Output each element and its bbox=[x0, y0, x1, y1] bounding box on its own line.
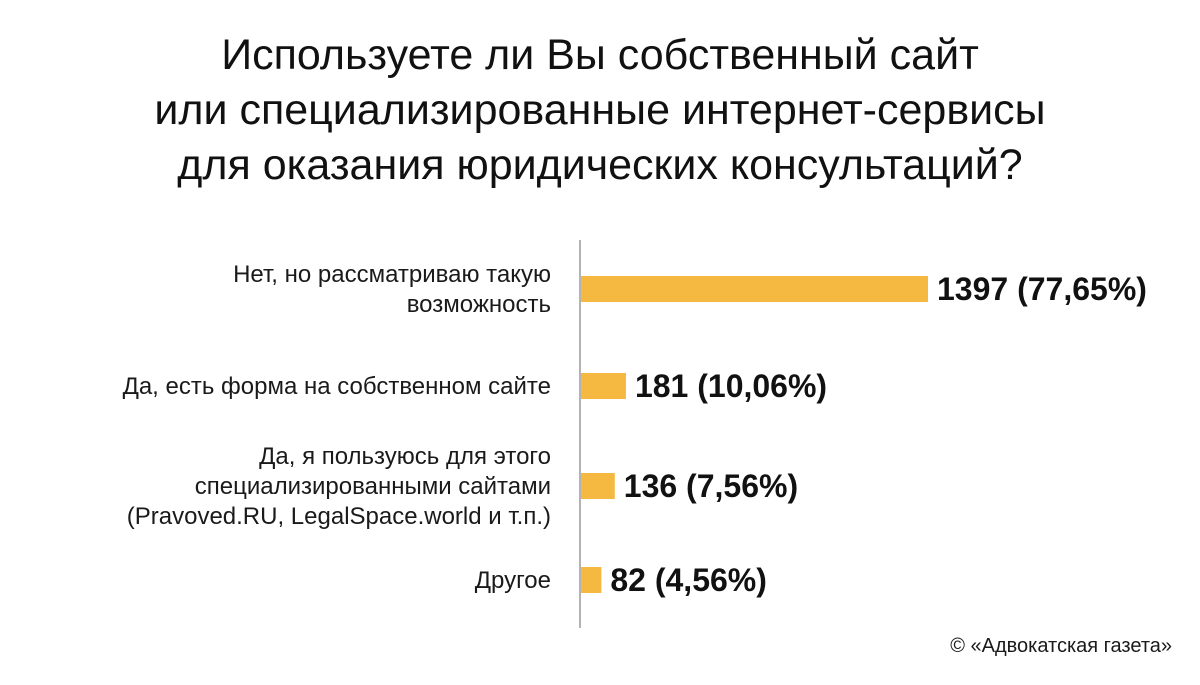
category-label-3: Да, я пользуюсь для этого специализирован… bbox=[127, 443, 551, 530]
bars-group bbox=[581, 276, 928, 593]
category-label-3-line-3: (Pravoved.RU, LegalSpace.world и т.п.) bbox=[127, 503, 551, 530]
chart-title-line-2: или специализированные интернет-сервисы bbox=[154, 86, 1046, 134]
value-label-4: 82 (4,56%) bbox=[610, 562, 767, 598]
value-label-2: 181 (10,06%) bbox=[635, 368, 827, 404]
bar-3 bbox=[581, 473, 615, 499]
category-label-1-line-2: возможность bbox=[407, 291, 551, 318]
category-label-4: Другое bbox=[475, 567, 551, 594]
bar-4 bbox=[581, 567, 602, 593]
bar-1 bbox=[581, 276, 928, 302]
chart-title-line-3: для оказания юридических консультаций? bbox=[177, 141, 1023, 189]
category-label-1: Нет, но рассматриваю такую возможность bbox=[233, 261, 551, 318]
bar-2 bbox=[581, 373, 626, 399]
category-label-1-line-1: Нет, но рассматриваю такую bbox=[233, 261, 551, 288]
value-label-3: 136 (7,56%) bbox=[624, 468, 798, 504]
category-label-3-line-2: специализированными сайтами bbox=[195, 473, 551, 500]
value-labels-group: 1397 (77,65%) 181 (10,06%) 136 (7,56%) 82 (… bbox=[610, 271, 1147, 598]
category-label-4-line-1: Другое bbox=[475, 567, 551, 594]
source-credit: © «Адвокатская газета» bbox=[950, 635, 1172, 657]
category-label-2-line-1: Да, есть форма на собственном сайте bbox=[123, 373, 551, 400]
chart-title: Используете ли Вы собственный сайт или с… bbox=[0, 28, 1200, 193]
category-label-3-line-1: Да, я пользуюсь для этого bbox=[259, 443, 551, 470]
category-labels-group: Нет, но рассматриваю такую возможность Да,… bbox=[123, 261, 551, 594]
category-label-2: Да, есть форма на собственном сайте bbox=[123, 373, 551, 400]
chart-title-line-1: Используете ли Вы собственный сайт bbox=[221, 31, 979, 79]
value-label-1: 1397 (77,65%) bbox=[937, 271, 1147, 307]
